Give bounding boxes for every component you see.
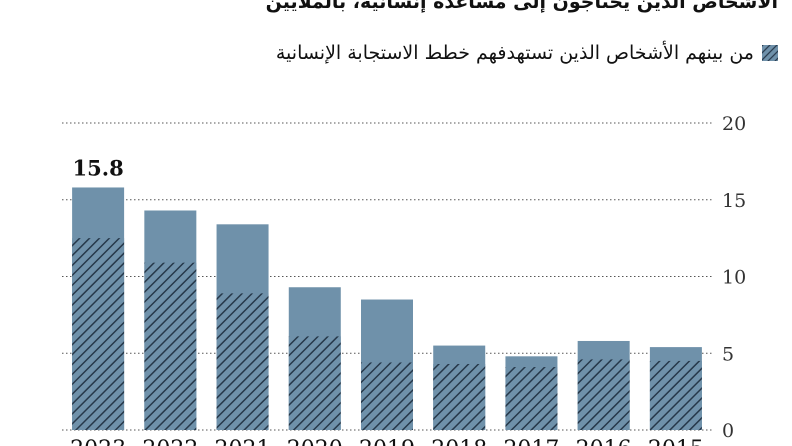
x-tick-label: 2018 xyxy=(431,437,487,446)
legend-label: من بينهم الأشخاص الذين تستهدفهم خطط الاس… xyxy=(275,42,754,64)
y-tick-label: 10 xyxy=(722,267,746,289)
bar-targeted xyxy=(433,363,486,430)
chart-legend: من بينهم الأشخاص الذين تستهدفهم خطط الاس… xyxy=(276,42,778,64)
x-tick-label: 2022 xyxy=(142,437,198,446)
x-tick-label: 2021 xyxy=(215,437,271,446)
bar-targeted xyxy=(72,238,125,430)
bar-targeted xyxy=(649,360,702,430)
bar-targeted xyxy=(144,262,197,430)
legend-hatch-swatch xyxy=(762,45,778,61)
bar-targeted xyxy=(216,293,269,430)
data-label: 15.8 xyxy=(73,155,124,180)
labels: 0 5 10 15 20 2023 2022 2021 2020 2019 2018 2017 2016… xyxy=(70,113,746,446)
bar-targeted xyxy=(361,362,413,430)
x-tick-label: 2017 xyxy=(503,437,559,446)
bar-targeted xyxy=(505,367,558,430)
bar-targeted xyxy=(288,336,341,430)
bar-targeted xyxy=(577,359,630,430)
x-tick-label: 2020 xyxy=(287,437,343,446)
y-tick-label: 15 xyxy=(722,190,746,212)
x-tick-label: 2023 xyxy=(70,437,126,446)
x-tick-label: 2019 xyxy=(359,437,415,446)
bars xyxy=(72,187,702,430)
y-tick-label: 5 xyxy=(722,343,734,365)
x-tick-label: 2016 xyxy=(576,437,632,446)
y-tick-label: 20 xyxy=(722,113,746,135)
y-tick-label: 0 xyxy=(722,420,734,442)
chart-title: الأشخاص الذين يحتاجون إلى مساعدة إنسانية… xyxy=(265,0,778,13)
